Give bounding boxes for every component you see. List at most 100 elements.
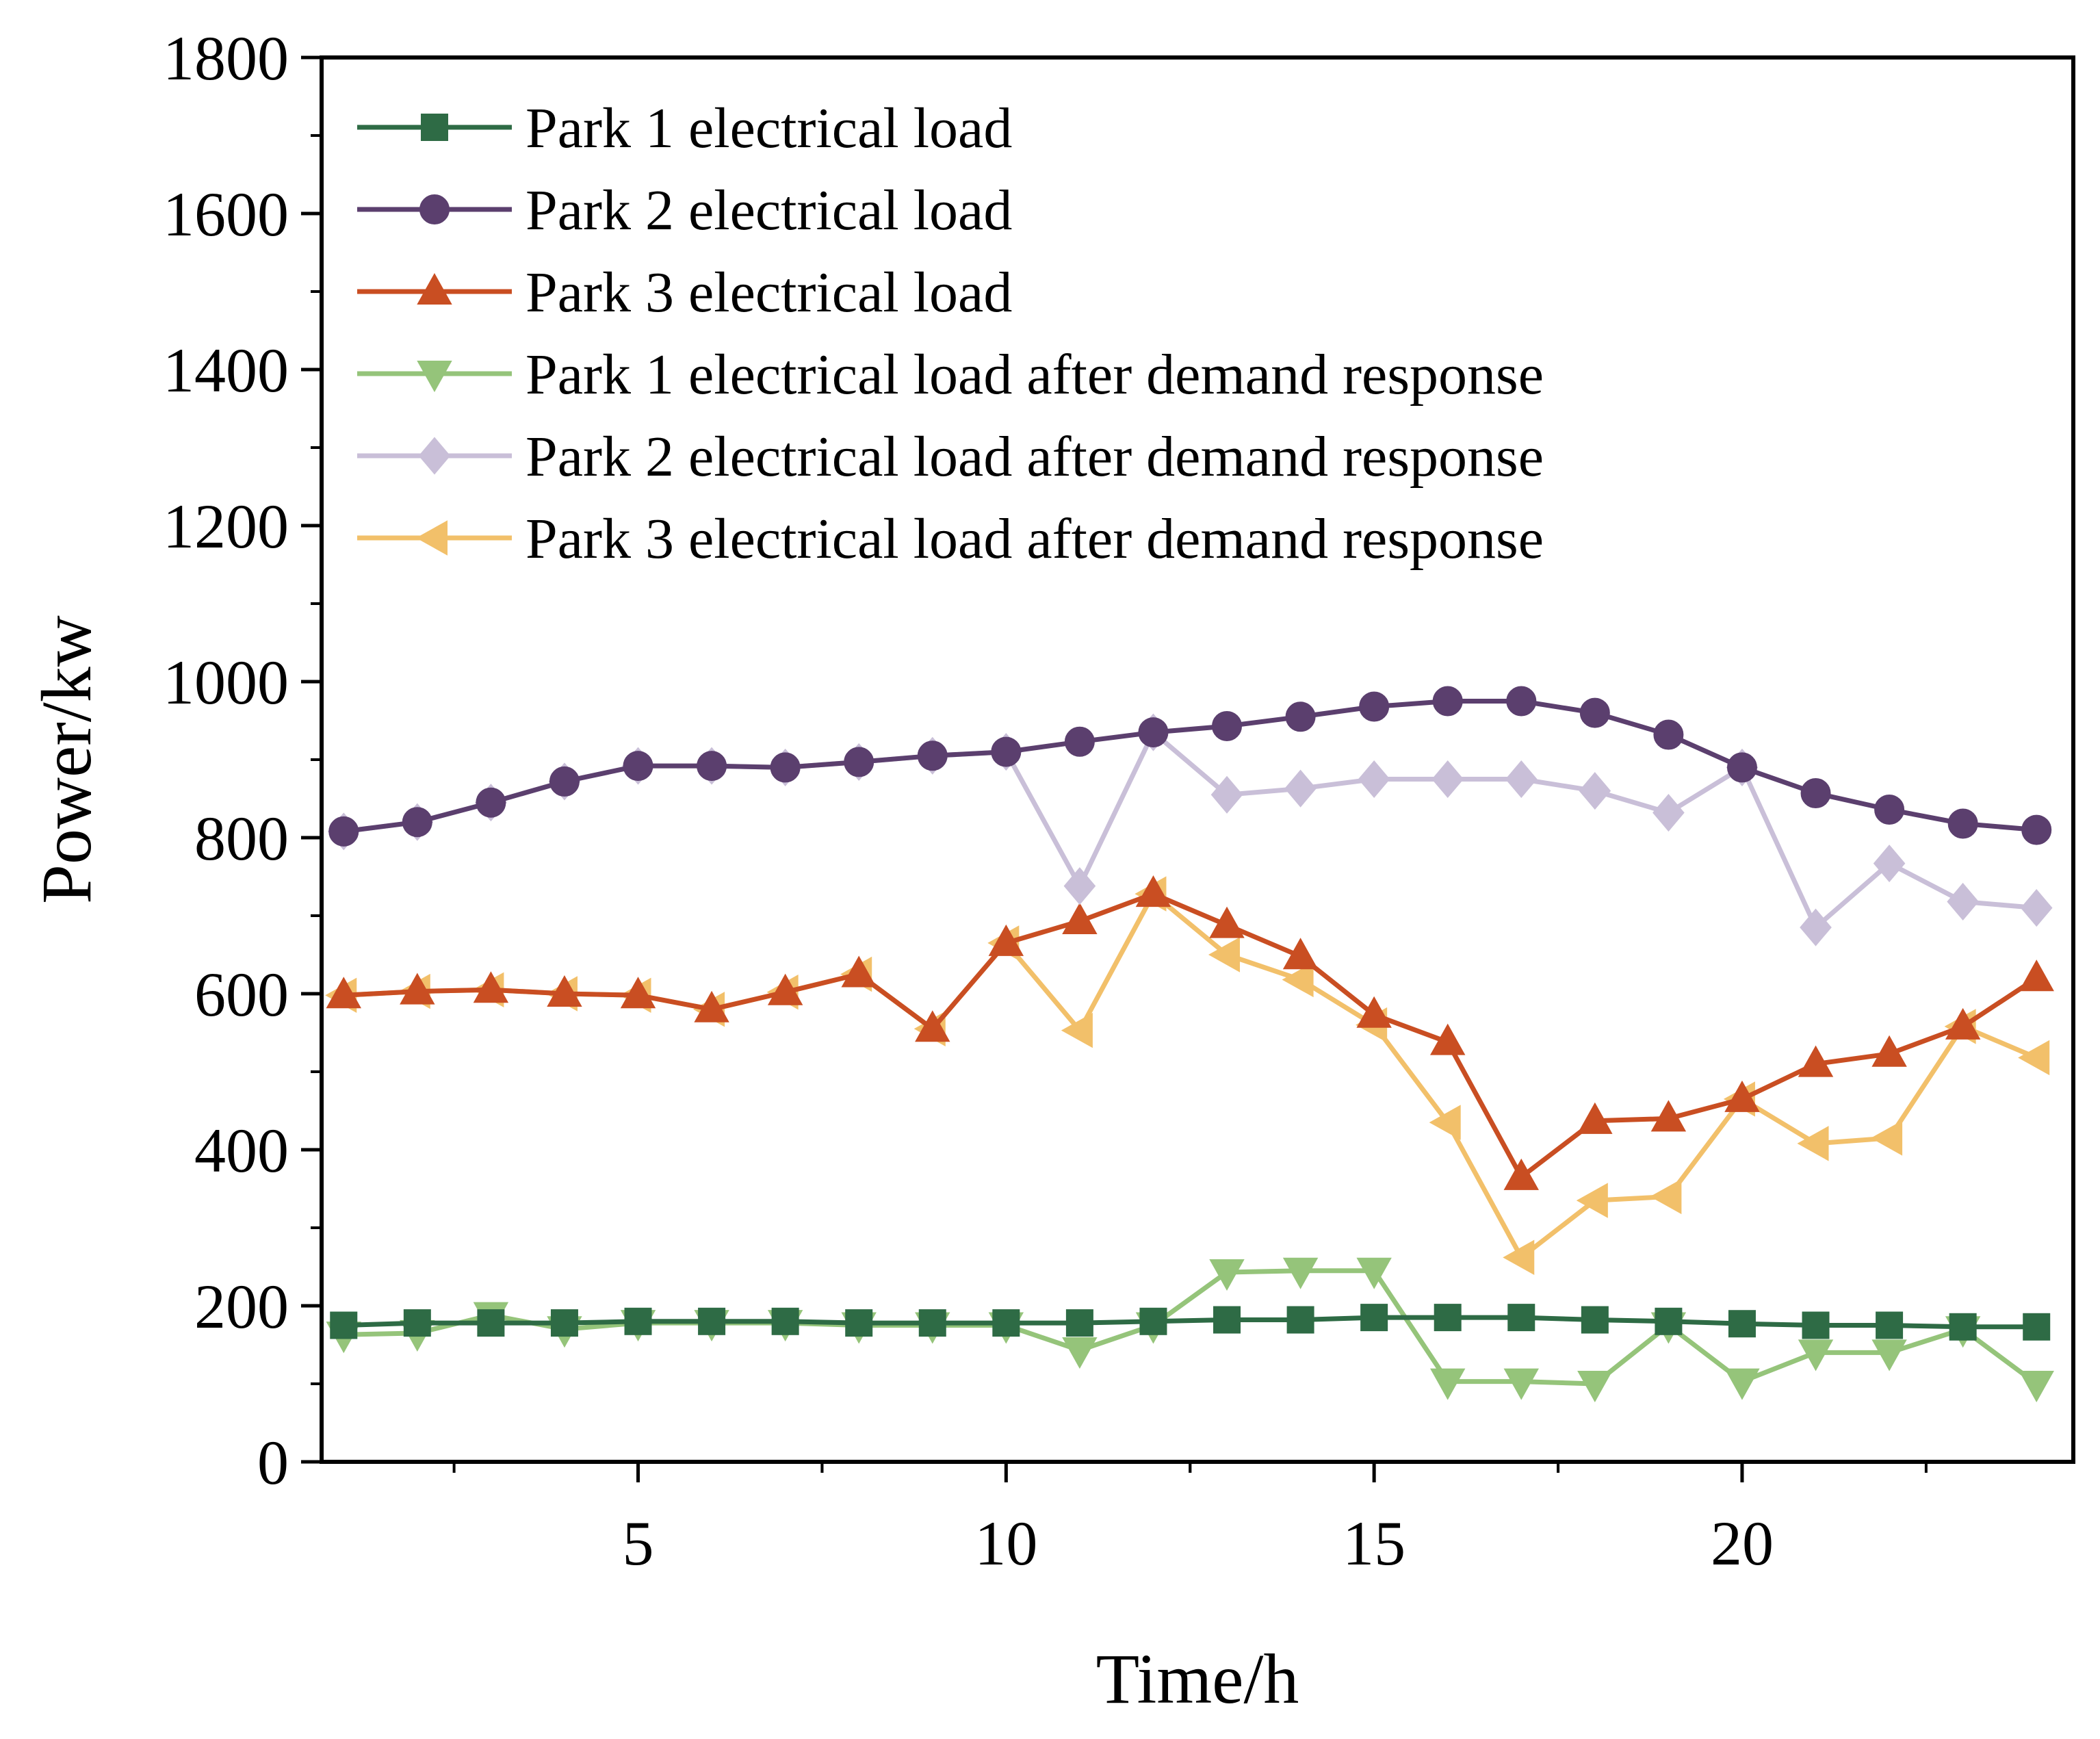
data-point [1728,1310,1756,1338]
series-line [343,891,2038,1260]
data-point [549,766,580,797]
data-point [991,736,1022,767]
data-point [1282,1257,1319,1289]
legend-label: Park 1 electrical load [526,96,1012,160]
x-axis-ticks: 5 10 15 20 [452,1462,1928,1578]
data-point [1210,775,1243,814]
data-point [1430,1023,1466,1055]
data-point [1503,1368,1539,1400]
data-point [1213,1306,1241,1334]
series-3 [326,875,2054,1190]
y-axis-ticks: 0 200 400 600 800 1000 1200 1400 1600 1800 [163,23,322,1497]
x-axis-title: Time/h [1096,1640,1299,1718]
data-point [1286,1306,1314,1334]
data-point [1577,1102,1613,1134]
data-point [917,740,948,771]
data-point [1062,1337,1098,1369]
data-point [623,751,653,782]
y-tick-label: 1200 [163,491,289,561]
legend-label: Park 3 electrical load after demand resp… [526,507,1544,571]
data-point [2021,814,2052,845]
y-tick-label: 1400 [163,335,289,405]
x-tick-label: 10 [974,1508,1037,1578]
data-point [1360,1304,1388,1332]
data-point [1062,902,1098,934]
data-point [1064,726,1095,757]
data-point [330,1311,358,1339]
data-point [1650,1100,1687,1132]
data-point [918,1309,946,1337]
series-4 [326,1257,2054,1403]
y-tick-label: 1800 [163,23,289,93]
data-point [1871,1120,1903,1156]
legend-marker [417,361,452,393]
data-point [1209,906,1245,938]
legend-label: Park 2 electrical load [526,179,1012,242]
data-point [1653,719,1684,750]
legend-item: Park 1 electrical load after demand resp… [357,343,1544,407]
data-point [1947,808,1978,839]
data-point [1802,1311,1830,1339]
data-point [1652,793,1685,832]
data-point [1945,1007,1981,1040]
data-point [1358,760,1390,799]
data-point [1065,1309,1093,1337]
data-point [1284,769,1317,808]
data-point [1577,1371,1613,1403]
data-point [1135,875,1171,907]
data-point [477,1309,505,1337]
legend-item: Park 3 electrical load after demand resp… [357,507,1544,571]
data-point [620,977,656,1009]
data-point [1876,1311,1904,1339]
series-2 [328,686,2052,847]
legend-label: Park 3 electrical load [526,261,1012,324]
data-point [1579,772,1611,810]
data-point [1507,1304,1535,1332]
data-point [697,751,727,782]
series-layer [325,686,2054,1403]
legend-item: Park 1 electrical load [357,96,1012,160]
data-point [1063,867,1096,905]
y-tick-label: 200 [194,1272,289,1341]
data-point [1431,760,1464,799]
data-point [1797,1126,1829,1161]
data-point [1871,1035,1907,1067]
data-point [1208,937,1241,972]
data-point [1139,1307,1167,1335]
series-line [343,1268,2038,1387]
data-point [1576,1183,1608,1218]
data-point [2019,1371,2054,1403]
data-point [2020,889,2053,927]
legend-marker [418,437,451,475]
data-point [1949,1313,1977,1341]
legend: Park 1 electrical load Park 2 electrical … [357,96,1544,571]
data-point [1282,938,1319,970]
legend-item: Park 2 electrical load [357,179,1012,242]
data-point [845,1309,873,1337]
data-point [1359,691,1390,722]
data-point [1506,686,1537,717]
data-point [1655,1307,1683,1335]
legend-marker [415,520,448,556]
y-tick-label: 800 [194,803,289,873]
data-point [1429,1105,1461,1140]
data-point [1505,760,1538,799]
legend-marker [417,272,452,305]
data-point [1798,1339,1834,1371]
legend-item: Park 3 electrical load [357,261,1012,324]
data-point [1874,794,1905,825]
data-point [694,990,729,1022]
data-point [1800,778,1831,809]
data-point [1209,1259,1245,1291]
data-point [1061,1012,1093,1048]
x-tick-label: 5 [623,1508,654,1578]
data-point [1503,1239,1535,1276]
data-point [550,1309,578,1337]
legend-item: Park 2 electrical load after demand resp… [357,425,1544,489]
data-point [770,752,801,783]
legend-label: Park 2 electrical load after demand resp… [526,425,1544,489]
data-point [1282,962,1314,998]
data-point [771,1307,799,1335]
